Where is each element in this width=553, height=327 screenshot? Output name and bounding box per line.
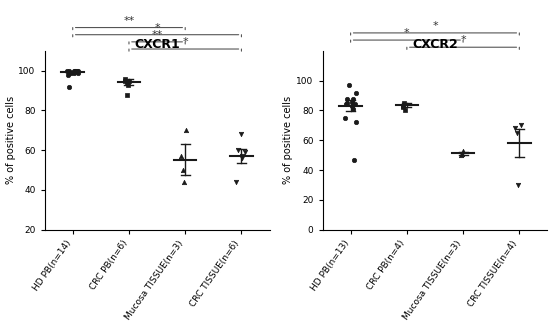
- Point: [182, 128, 191, 133]
- Text: *: *: [182, 37, 188, 47]
- Point: [350, 157, 359, 162]
- Point: [70, 70, 79, 75]
- Point: [125, 78, 134, 83]
- Point: [237, 154, 246, 159]
- Point: [341, 115, 349, 121]
- Point: [179, 167, 187, 173]
- Point: [65, 84, 74, 89]
- Point: [74, 70, 82, 75]
- Point: [65, 68, 74, 73]
- Point: [232, 180, 241, 185]
- Point: [349, 96, 358, 101]
- Point: [348, 106, 357, 112]
- Point: [63, 68, 72, 73]
- Point: [240, 149, 249, 155]
- Point: [345, 82, 353, 88]
- Point: [352, 120, 361, 125]
- Point: [399, 100, 408, 106]
- Point: [347, 99, 356, 104]
- Point: [233, 147, 242, 153]
- Point: [67, 70, 76, 75]
- Point: [64, 72, 72, 77]
- Point: [513, 130, 521, 135]
- Point: [72, 68, 81, 73]
- Point: [341, 102, 350, 107]
- Title: CXCR2: CXCR2: [412, 38, 458, 51]
- Point: [71, 68, 80, 73]
- Point: [238, 156, 247, 161]
- Point: [65, 70, 74, 75]
- Point: [122, 92, 131, 97]
- Point: [351, 90, 360, 95]
- Point: [347, 103, 356, 109]
- Point: [459, 148, 468, 153]
- Text: **: **: [123, 16, 134, 26]
- Point: [399, 103, 408, 109]
- Text: *: *: [432, 21, 438, 31]
- Point: [124, 82, 133, 87]
- Point: [177, 154, 186, 159]
- Point: [121, 78, 130, 83]
- Y-axis label: % of positive cells: % of positive cells: [284, 96, 294, 184]
- Point: [399, 105, 408, 110]
- Point: [342, 100, 351, 106]
- Point: [74, 68, 82, 73]
- Text: *: *: [154, 23, 160, 33]
- Point: [516, 123, 525, 128]
- Y-axis label: % of positive cells: % of positive cells: [6, 96, 15, 184]
- Point: [71, 68, 80, 73]
- Point: [511, 126, 520, 131]
- Title: CXCR1: CXCR1: [134, 38, 180, 51]
- Text: *: *: [460, 35, 466, 45]
- Point: [237, 132, 246, 137]
- Point: [70, 68, 79, 73]
- Point: [513, 182, 522, 188]
- Point: [458, 151, 467, 156]
- Point: [400, 108, 409, 113]
- Text: **: **: [152, 30, 163, 40]
- Point: [72, 68, 81, 73]
- Point: [179, 180, 188, 185]
- Text: *: *: [404, 28, 410, 38]
- Point: [350, 102, 359, 107]
- Point: [342, 96, 351, 101]
- Point: [122, 80, 131, 85]
- Point: [121, 76, 130, 81]
- Point: [456, 153, 465, 158]
